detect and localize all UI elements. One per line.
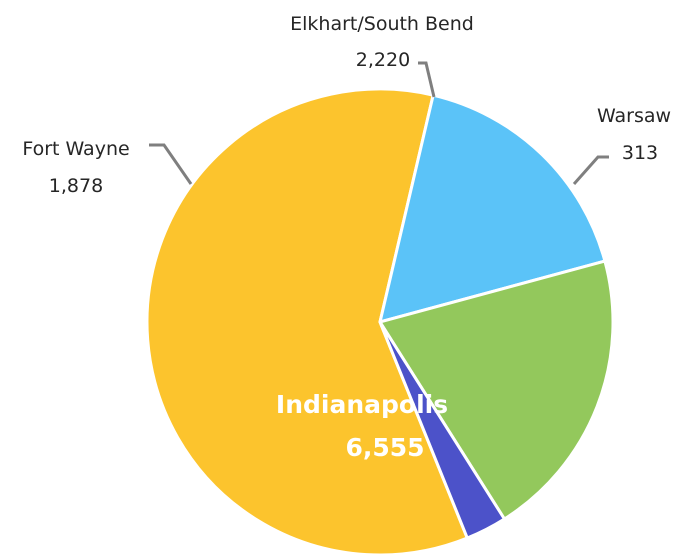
- slice-label-name: Fort Wayne: [22, 138, 129, 160]
- slice-label-value: 313: [622, 142, 658, 164]
- pie-slice-elkhart-south-bend: [378, 259, 615, 521]
- pie-slice-warsaw: [378, 320, 506, 540]
- slice-label-name: Indianapolis: [276, 390, 448, 419]
- pie-slice-fort-wayne: [378, 93, 607, 324]
- leader-lines: [149, 61, 609, 185]
- slice-label-value: 1,878: [49, 175, 103, 197]
- pie-slice-indianapolis: [145, 87, 469, 556]
- slice-label-value: 6,555: [345, 433, 424, 462]
- slice-label-value: 2,220: [356, 49, 410, 71]
- leader-line-elkhart-south-bend: [418, 61, 436, 98]
- slice-label-name: Elkhart/South Bend: [290, 13, 474, 35]
- leader-line-fort-wayne: [149, 143, 193, 185]
- slice-label-name: Warsaw: [597, 105, 671, 127]
- pie-slices: [145, 87, 615, 556]
- slice-label-indianapolis: Indianapolis 6,555: [276, 390, 448, 462]
- slice-label-warsaw: Warsaw 313: [597, 105, 671, 164]
- slice-label-fort-wayne: Fort Wayne 1,878: [22, 138, 129, 197]
- slice-label-elkhart-south-bend: Elkhart/South Bend 2,220: [290, 13, 474, 71]
- leader-line-warsaw: [572, 155, 609, 185]
